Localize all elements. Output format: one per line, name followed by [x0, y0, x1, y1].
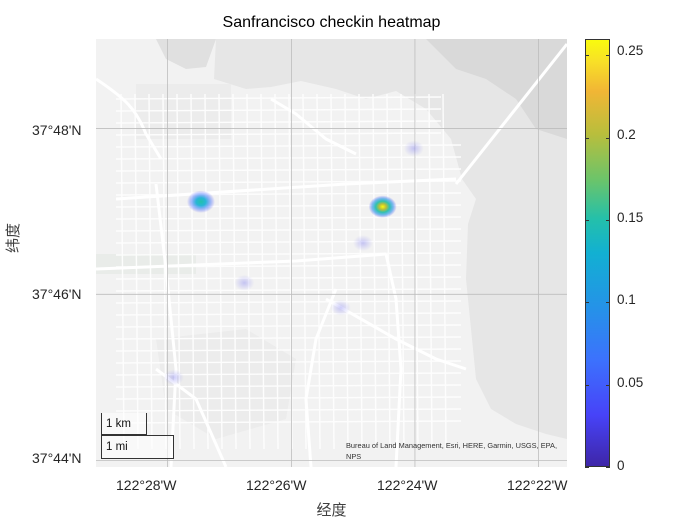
- street-line: [115, 204, 462, 208]
- colorbar-tick-label: 0.15: [617, 210, 644, 225]
- street-line: [246, 93, 251, 450]
- bay-land-topright: [426, 39, 567, 139]
- colorbar-tick-mark: [585, 467, 589, 468]
- heat-spot: [353, 235, 374, 252]
- scale-bar-mi: 1 mi: [101, 435, 174, 459]
- heat-spot: [186, 190, 215, 213]
- street-line: [400, 93, 405, 450]
- street-line: [162, 93, 167, 450]
- street-line: [274, 93, 279, 450]
- street-line: [344, 93, 349, 450]
- y-tick-label: 37°46'N: [32, 286, 82, 302]
- colorbar-tick-mark: [606, 302, 610, 303]
- heat-spot: [234, 274, 255, 291]
- street-line: [134, 93, 139, 450]
- colorbar-tick-mark: [585, 385, 589, 386]
- street-line: [428, 93, 433, 450]
- street-line: [115, 252, 462, 256]
- street-line: [232, 93, 237, 450]
- colorbar-tick-label: 0.1: [617, 292, 636, 307]
- heat-spot: [403, 140, 424, 157]
- y-tick-label: 37°48'N: [32, 122, 82, 138]
- colorbar-tick-mark: [606, 55, 610, 56]
- colorbar-tick-label: 0.05: [617, 375, 644, 390]
- colorbar-tick-mark: [585, 138, 589, 139]
- colorbar-tick-mark: [606, 138, 610, 139]
- park-south: [156, 329, 296, 439]
- scale-bar-km: 1 km: [101, 413, 147, 435]
- park-presidio: [136, 84, 231, 139]
- colorbar-tick-mark: [606, 220, 610, 221]
- x-tick-label: 122°26'W: [246, 477, 307, 493]
- street-line: [260, 93, 265, 450]
- colorbar-tick-label: 0.25: [617, 43, 644, 58]
- colorbar-tick-mark: [606, 385, 610, 386]
- x-tick-label: 122°22'W: [507, 477, 568, 493]
- street-line: [358, 93, 363, 450]
- street-grid: [115, 93, 462, 450]
- park-golden-gate: [96, 254, 196, 274]
- street-line: [115, 300, 462, 304]
- map-canvas: [96, 39, 567, 467]
- scale-bar-km-label: 1 km: [106, 418, 131, 430]
- street-line: [176, 93, 181, 450]
- street-line: [372, 93, 377, 450]
- colorbar: [585, 39, 610, 467]
- heat-spot: [368, 195, 397, 218]
- gridlines: [96, 39, 567, 467]
- street-line: [316, 93, 321, 450]
- chart-title: Sanfrancisco checkin heatmap: [222, 14, 441, 31]
- northwest-land: [96, 39, 216, 69]
- colorbar-tick-mark: [606, 467, 610, 468]
- scale-bar-mi-label: 1 mi: [106, 441, 128, 453]
- x-tick-label: 122°24'W: [377, 477, 438, 493]
- colorbar-tick-mark: [585, 220, 589, 221]
- colorbar-tick-mark: [585, 302, 589, 303]
- street-line: [442, 93, 447, 450]
- map-attribution: Bureau of Land Management, Esri, HERE, G…: [346, 441, 557, 461]
- street-line: [115, 288, 462, 292]
- heat-spot: [163, 369, 184, 386]
- street-line: [115, 240, 462, 244]
- street-line: [302, 93, 307, 450]
- street-line: [115, 216, 462, 220]
- colorbar-tick-label: 0.2: [617, 127, 636, 142]
- street-line: [120, 93, 125, 450]
- street-line: [190, 93, 195, 450]
- colorbar-tick-label: 0: [617, 458, 625, 473]
- colorbar-tick-mark: [585, 55, 589, 56]
- street-line: [115, 168, 462, 172]
- basemap[interactable]: [96, 39, 567, 467]
- x-tick-label: 122°28'W: [116, 477, 177, 493]
- street-line: [148, 93, 153, 450]
- y-axis-label: 纬度: [5, 222, 22, 253]
- street-line: [115, 276, 462, 280]
- street-line: [218, 93, 223, 450]
- street-line: [115, 144, 462, 148]
- heat-spot: [330, 299, 351, 316]
- street-line: [330, 93, 335, 450]
- street-line: [204, 93, 209, 450]
- heat-layer: [163, 140, 424, 386]
- street-line: [115, 228, 462, 232]
- x-axis-label: 经度: [316, 502, 347, 519]
- y-tick-label: 37°44'N: [32, 450, 82, 466]
- street-line: [115, 156, 462, 160]
